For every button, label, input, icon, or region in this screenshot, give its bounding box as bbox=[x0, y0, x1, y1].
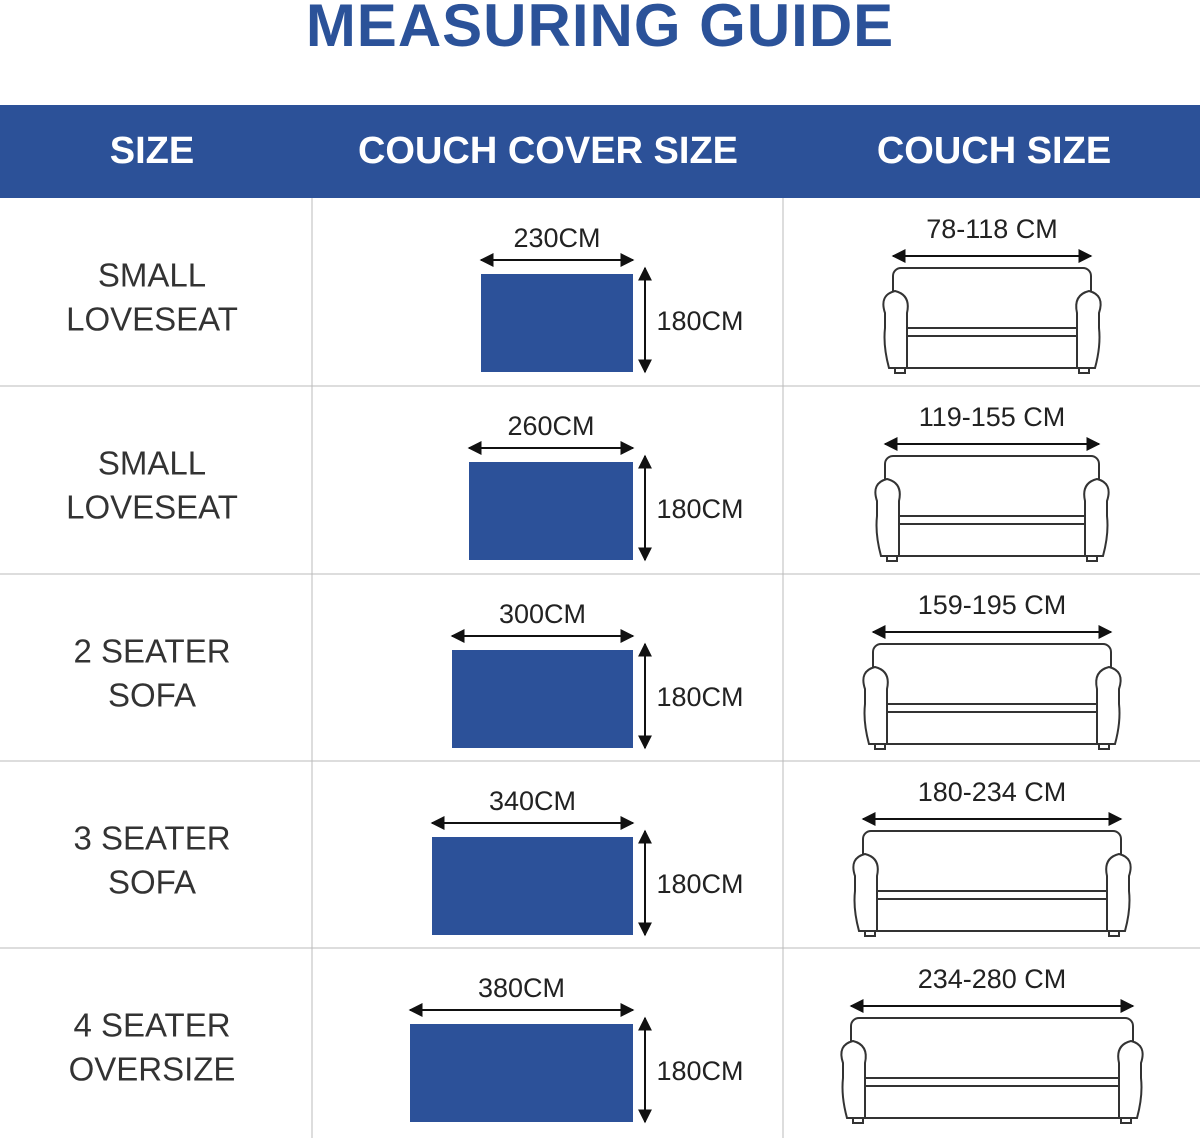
sofa-back bbox=[892, 267, 1092, 369]
cover-rect bbox=[481, 274, 633, 372]
couch-size: 234-280 CM bbox=[918, 964, 1067, 994]
size-label: SOFA bbox=[108, 864, 196, 901]
size-label: 2 SEATER bbox=[73, 633, 230, 670]
column-header: SIZE bbox=[110, 130, 194, 172]
column-header: COUCH SIZE bbox=[877, 130, 1111, 172]
sofa-leg bbox=[852, 1117, 864, 1124]
cover-rect bbox=[432, 837, 633, 935]
cover-width: 230CM bbox=[513, 223, 600, 253]
cover-height: 180CM bbox=[656, 306, 743, 336]
sofa-seat bbox=[864, 1077, 1120, 1087]
sofa-arm bbox=[1117, 1039, 1144, 1119]
sofa-back bbox=[862, 830, 1122, 932]
couch-size: 159-195 CM bbox=[918, 590, 1067, 620]
cover-rect bbox=[469, 462, 633, 560]
cover-rect bbox=[410, 1024, 633, 1122]
couch-size: 180-234 CM bbox=[918, 777, 1067, 807]
cover-width: 380CM bbox=[478, 973, 565, 1003]
sofa-seat bbox=[876, 890, 1108, 900]
sofa-leg bbox=[1108, 930, 1120, 937]
sofa-seat bbox=[906, 327, 1078, 337]
sofa-back bbox=[872, 643, 1112, 745]
column-header: COUCH COVER SIZE bbox=[358, 130, 738, 172]
size-label: SOFA bbox=[108, 677, 196, 714]
sofa-arm bbox=[852, 852, 879, 932]
sofa-arm bbox=[874, 477, 901, 557]
sofa-arm bbox=[1075, 289, 1102, 369]
size-label: 3 SEATER bbox=[73, 820, 230, 857]
sofa-seat bbox=[886, 703, 1098, 713]
size-label: LOVESEAT bbox=[66, 301, 238, 338]
sofa-arm bbox=[882, 289, 909, 369]
cover-height: 180CM bbox=[656, 682, 743, 712]
cover-width: 260CM bbox=[507, 411, 594, 441]
sofa-leg bbox=[1098, 743, 1110, 750]
sofa-leg bbox=[886, 555, 898, 562]
cover-height: 180CM bbox=[656, 869, 743, 899]
sofa-arm bbox=[1105, 852, 1132, 932]
size-label: OVERSIZE bbox=[69, 1051, 236, 1088]
sofa-back bbox=[850, 1017, 1134, 1119]
sofa-leg bbox=[864, 930, 876, 937]
sofa-leg bbox=[1086, 555, 1098, 562]
cover-width: 300CM bbox=[499, 599, 586, 629]
sofa-leg bbox=[1120, 1117, 1132, 1124]
sofa-arm bbox=[1095, 665, 1122, 745]
sofa-arm bbox=[1083, 477, 1110, 557]
sofa-arm bbox=[862, 665, 889, 745]
size-label: SMALL bbox=[98, 257, 206, 294]
size-label: SMALL bbox=[98, 445, 206, 482]
size-label: 4 SEATER bbox=[73, 1007, 230, 1044]
title: MEASURING GUIDE bbox=[306, 0, 894, 59]
sofa-leg bbox=[1078, 367, 1090, 374]
cover-width: 340CM bbox=[489, 786, 576, 816]
couch-size: 119-155 CM bbox=[919, 402, 1066, 432]
cover-rect bbox=[452, 650, 633, 748]
cover-height: 180CM bbox=[656, 494, 743, 524]
size-label: LOVESEAT bbox=[66, 489, 238, 526]
sofa-seat bbox=[898, 515, 1086, 525]
sofa-leg bbox=[874, 743, 886, 750]
header-band bbox=[0, 105, 1200, 198]
sofa-arm bbox=[840, 1039, 867, 1119]
cover-height: 180CM bbox=[656, 1056, 743, 1086]
sofa-leg bbox=[894, 367, 906, 374]
couch-size: 78-118 CM bbox=[926, 214, 1058, 244]
sofa-back bbox=[884, 455, 1100, 557]
